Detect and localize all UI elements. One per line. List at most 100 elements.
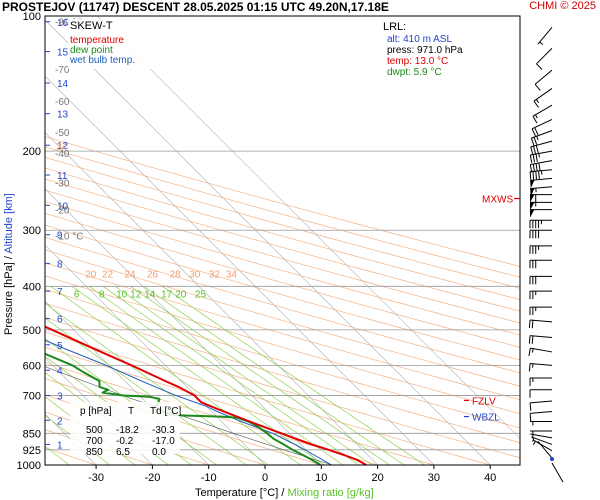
barb-half-flag bbox=[535, 99, 540, 103]
barb-staff bbox=[530, 319, 553, 323]
y-axis-label-sep: / bbox=[3, 254, 15, 263]
barb-flag bbox=[532, 154, 536, 163]
mixing-ratio-label: 12 bbox=[130, 290, 142, 301]
x-tick-label: 0 bbox=[262, 472, 268, 484]
barb-staff bbox=[531, 130, 553, 139]
wind-barb bbox=[530, 420, 552, 426]
isotherm-label: -60 bbox=[55, 97, 70, 108]
altitude-tick-label: 1 bbox=[57, 440, 63, 451]
barb-flag bbox=[532, 171, 535, 180]
barb-flag bbox=[530, 146, 534, 155]
legend-entry: wet bulb temp. bbox=[69, 55, 135, 66]
wind-barb bbox=[529, 377, 552, 386]
dry-adiabat bbox=[45, 224, 520, 361]
station-info-line: dwpt: 5.9 °C bbox=[387, 67, 442, 78]
x-tick-label: 20 bbox=[371, 472, 383, 484]
x-tick-label: -20 bbox=[144, 472, 160, 484]
pressure-tick-label: 600 bbox=[23, 360, 41, 372]
altitude-tick-label: 6 bbox=[57, 315, 63, 326]
pressure-tick-label: 500 bbox=[23, 325, 41, 337]
levels-table-cell: -30.3 bbox=[152, 425, 175, 436]
title-bar: PROSTEJOV (11747) DESCENT 28.05.2025 01:… bbox=[0, 0, 600, 16]
barb-staff bbox=[530, 186, 553, 190]
wetbulb-line bbox=[45, 339, 332, 465]
wind-barb bbox=[529, 400, 553, 411]
dry-adiabat bbox=[45, 178, 520, 312]
isotherm-label: -30 bbox=[55, 179, 70, 190]
wind-barb bbox=[537, 27, 553, 45]
barb-flag bbox=[529, 164, 533, 173]
isotherm-label: -20 bbox=[55, 205, 70, 216]
mixing-ratio-label: 17 bbox=[161, 290, 173, 301]
altitude-tick-label: 13 bbox=[57, 110, 69, 121]
barb-staff bbox=[537, 27, 553, 45]
barb-flag bbox=[528, 335, 531, 344]
barb-staff bbox=[533, 88, 553, 102]
barb-flag bbox=[530, 137, 535, 146]
wind-barb bbox=[530, 433, 553, 439]
barb-half-flag bbox=[534, 114, 538, 119]
wind-barb bbox=[529, 290, 552, 300]
levels-table-cell: -17.0 bbox=[152, 436, 175, 447]
plot-frame bbox=[44, 15, 521, 466]
x-tick-label: 10 bbox=[315, 472, 327, 484]
barb-flag bbox=[528, 319, 531, 328]
x-axis-label-temp: Temperature [°C] bbox=[195, 487, 278, 499]
wind-barb bbox=[529, 229, 552, 239]
x-tick-label: 40 bbox=[484, 472, 496, 484]
marker-wbzl: WBZL bbox=[472, 413, 500, 424]
altitude-tick-label: 7 bbox=[57, 287, 63, 298]
pressure-tick-label: 300 bbox=[23, 225, 41, 237]
altitude-tick-label: 2 bbox=[57, 416, 63, 427]
barb-flag bbox=[529, 154, 533, 163]
wind-barb bbox=[536, 47, 553, 70]
barb-flag bbox=[533, 145, 537, 154]
pressure-tick-label: 850 bbox=[23, 428, 41, 440]
barb-flag bbox=[531, 335, 534, 344]
wind-barb bbox=[530, 194, 552, 203]
isotherm bbox=[45, 131, 378, 465]
x-tick-label: 30 bbox=[428, 472, 440, 484]
barb-flag bbox=[536, 63, 543, 70]
dry-adiabat bbox=[45, 302, 520, 444]
dry-adiabat-label: 20 bbox=[85, 270, 97, 281]
dry-adiabat bbox=[45, 156, 520, 289]
barb-staff bbox=[530, 362, 553, 366]
station-info-line: alt: 410 m ASL bbox=[387, 34, 452, 45]
wind-barb bbox=[530, 140, 553, 155]
altitude-tick-label: 16 bbox=[57, 18, 69, 29]
dry-adiabat-label: 28 bbox=[170, 270, 182, 281]
altitude-tick-label: 9 bbox=[57, 231, 63, 242]
levels-table-header: p [hPa] bbox=[80, 406, 112, 417]
isotherm bbox=[45, 75, 435, 465]
wind-barb bbox=[532, 104, 553, 124]
barb-staff bbox=[531, 119, 553, 130]
wind-barb bbox=[534, 69, 553, 91]
barb-half-flag bbox=[532, 441, 536, 445]
barb-flag bbox=[529, 402, 532, 411]
altitude-tick-label: 5 bbox=[57, 341, 63, 352]
barb-half-flag bbox=[536, 136, 539, 141]
isotherm bbox=[45, 188, 322, 465]
dry-adiabat-label: 34 bbox=[226, 270, 238, 281]
wind-barb bbox=[530, 201, 552, 211]
y-axis-label-alt: Altitude [km] bbox=[3, 193, 15, 254]
mixing-ratio-label: 10 bbox=[116, 290, 128, 301]
isotherm-label: -50 bbox=[55, 128, 70, 139]
station-info-box bbox=[383, 19, 478, 79]
barb-flag bbox=[535, 145, 539, 154]
legend-heading: SKEW-T bbox=[70, 20, 113, 32]
barb-staff bbox=[530, 347, 553, 353]
barb-staff bbox=[530, 150, 553, 156]
dry-adiabat bbox=[45, 275, 520, 414]
dry-adiabat-label: 26 bbox=[147, 270, 159, 281]
label-layer: Temperature [°C] / Mixing ratio [g/kg] Pr… bbox=[3, 18, 520, 499]
levels-table-cell: 6.5 bbox=[116, 447, 130, 458]
wind-barb bbox=[529, 389, 552, 398]
altitude-tick-label: 15 bbox=[57, 48, 69, 59]
wind-barb bbox=[533, 88, 553, 108]
station-info-heading: LRL: bbox=[383, 21, 406, 33]
altitude-tick-label: 3 bbox=[57, 391, 63, 402]
dry-adiabat-label: 24 bbox=[124, 270, 136, 281]
